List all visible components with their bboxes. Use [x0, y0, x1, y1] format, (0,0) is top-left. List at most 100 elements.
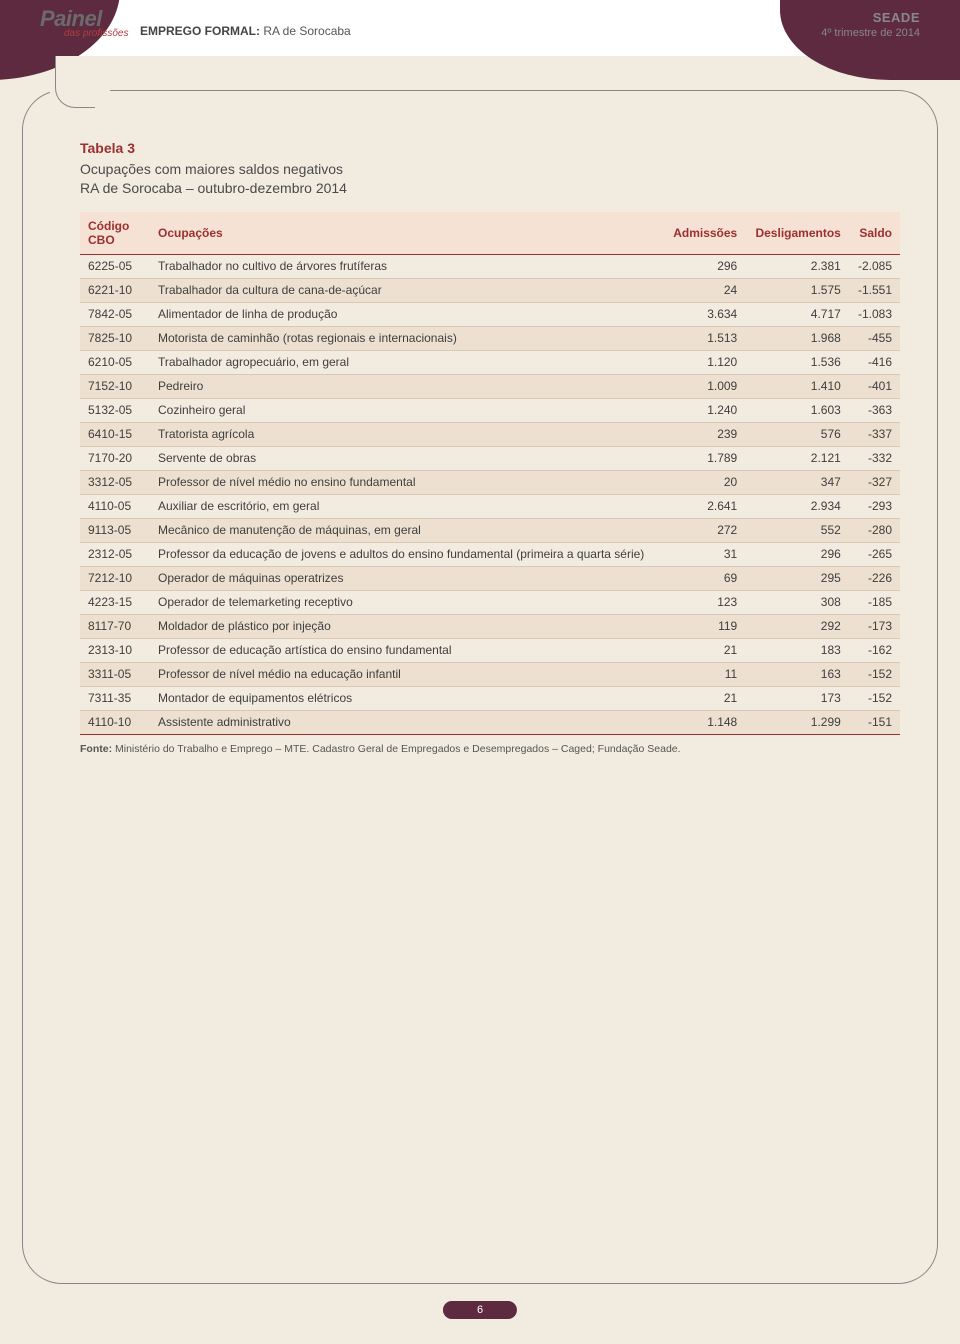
subtitle-line2: RA de Sorocaba – outubro-dezembro 2014 [80, 180, 347, 196]
col-saldo: Saldo [849, 212, 900, 255]
table-source: Fonte: Ministério do Trabalho e Emprego … [80, 743, 900, 755]
cell-admissoes: 1.240 [663, 398, 745, 422]
table-row: 2313-10Professor de educação artística d… [80, 638, 900, 662]
cell-saldo: -1.551 [849, 278, 900, 302]
table-row: 8117-70Moldador de plástico por injeção1… [80, 614, 900, 638]
cell-saldo: -162 [849, 638, 900, 662]
cell-saldo: -265 [849, 542, 900, 566]
cell-saldo: -293 [849, 494, 900, 518]
table-label: Tabela 3 [80, 140, 900, 156]
cell-admissoes: 31 [663, 542, 745, 566]
cell-codigo: 3312-05 [80, 470, 150, 494]
cell-codigo: 6225-05 [80, 254, 150, 278]
table-row: 4110-05Auxiliar de escritório, em geral2… [80, 494, 900, 518]
table-row: 6210-05Trabalhador agropecuário, em gera… [80, 350, 900, 374]
content-area: Tabela 3 Ocupações com maiores saldos ne… [80, 140, 900, 755]
fonte-label: Fonte: [80, 743, 112, 755]
cell-admissoes: 21 [663, 638, 745, 662]
col-codigo: Código CBO [80, 212, 150, 255]
cell-ocupacao: Trabalhador da cultura de cana-de-açúcar [150, 278, 663, 302]
frame-connector [55, 56, 95, 108]
cell-codigo: 3311-05 [80, 662, 150, 686]
table-row: 4110-10Assistente administrativo1.1481.2… [80, 710, 900, 734]
cell-saldo: -280 [849, 518, 900, 542]
cell-admissoes: 119 [663, 614, 745, 638]
table-row: 7311-35Montador de equipamentos elétrico… [80, 686, 900, 710]
table-row: 4223-15Operador de telemarketing recepti… [80, 590, 900, 614]
cell-desligamentos: 308 [745, 590, 849, 614]
cell-desligamentos: 1.536 [745, 350, 849, 374]
table-header-row: Código CBO Ocupações Admissões Desligame… [80, 212, 900, 255]
cell-desligamentos: 296 [745, 542, 849, 566]
cell-codigo: 6410-15 [80, 422, 150, 446]
cell-desligamentos: 2.121 [745, 446, 849, 470]
table-row: 7825-10Motorista de caminhão (rotas regi… [80, 326, 900, 350]
subtitle-line1: Ocupações com maiores saldos negativos [80, 161, 343, 177]
cell-admissoes: 3.634 [663, 302, 745, 326]
col-admissoes: Admissões [663, 212, 745, 255]
table-row: 6410-15Tratorista agrícola239576-337 [80, 422, 900, 446]
painel-subtitle: das profissões [64, 28, 128, 39]
cell-saldo: -2.085 [849, 254, 900, 278]
cell-codigo: 7152-10 [80, 374, 150, 398]
cell-saldo: -337 [849, 422, 900, 446]
cell-ocupacao: Motorista de caminhão (rotas regionais e… [150, 326, 663, 350]
cell-desligamentos: 347 [745, 470, 849, 494]
cell-codigo: 7842-05 [80, 302, 150, 326]
cell-desligamentos: 576 [745, 422, 849, 446]
cell-codigo: 7212-10 [80, 566, 150, 590]
cell-admissoes: 1.789 [663, 446, 745, 470]
cell-admissoes: 272 [663, 518, 745, 542]
cell-desligamentos: 183 [745, 638, 849, 662]
cell-desligamentos: 173 [745, 686, 849, 710]
cell-codigo: 4110-10 [80, 710, 150, 734]
table-row: 7170-20Servente de obras1.7892.121-332 [80, 446, 900, 470]
cell-desligamentos: 2.381 [745, 254, 849, 278]
cell-saldo: -185 [849, 590, 900, 614]
table-row: 9113-05Mecânico de manutenção de máquina… [80, 518, 900, 542]
cell-ocupacao: Auxiliar de escritório, em geral [150, 494, 663, 518]
cell-saldo: -332 [849, 446, 900, 470]
cell-saldo: -173 [849, 614, 900, 638]
cell-ocupacao: Cozinheiro geral [150, 398, 663, 422]
table-row: 6221-10Trabalhador da cultura de cana-de… [80, 278, 900, 302]
cell-desligamentos: 2.934 [745, 494, 849, 518]
cell-ocupacao: Alimentador de linha de produção [150, 302, 663, 326]
seade-block: SEADE 4º trimestre de 2014 [821, 10, 920, 39]
cell-admissoes: 2.641 [663, 494, 745, 518]
cell-saldo: -455 [849, 326, 900, 350]
cell-saldo: -401 [849, 374, 900, 398]
cell-ocupacao: Professor de educação artística do ensin… [150, 638, 663, 662]
table-row: 3311-05Professor de nível médio na educa… [80, 662, 900, 686]
cell-saldo: -152 [849, 686, 900, 710]
cell-desligamentos: 4.717 [745, 302, 849, 326]
cell-saldo: -1.083 [849, 302, 900, 326]
cell-desligamentos: 295 [745, 566, 849, 590]
cell-ocupacao: Trabalhador agropecuário, em geral [150, 350, 663, 374]
cell-desligamentos: 1.603 [745, 398, 849, 422]
table-row: 7212-10Operador de máquinas operatrizes6… [80, 566, 900, 590]
cell-ocupacao: Mecânico de manutenção de máquinas, em g… [150, 518, 663, 542]
cell-desligamentos: 1.410 [745, 374, 849, 398]
cell-ocupacao: Professor de nível médio no ensino funda… [150, 470, 663, 494]
cell-admissoes: 123 [663, 590, 745, 614]
col-ocupacoes: Ocupações [150, 212, 663, 255]
cell-ocupacao: Operador de máquinas operatrizes [150, 566, 663, 590]
cell-ocupacao: Tratorista agrícola [150, 422, 663, 446]
cell-codigo: 2313-10 [80, 638, 150, 662]
cell-codigo: 4223-15 [80, 590, 150, 614]
cell-admissoes: 1.009 [663, 374, 745, 398]
table-subtitle: Ocupações com maiores saldos negativos R… [80, 160, 900, 198]
cell-codigo: 6221-10 [80, 278, 150, 302]
cell-codigo: 7170-20 [80, 446, 150, 470]
cell-saldo: -416 [849, 350, 900, 374]
occupations-table: Código CBO Ocupações Admissões Desligame… [80, 212, 900, 735]
cell-ocupacao: Operador de telemarketing receptivo [150, 590, 663, 614]
cell-desligamentos: 163 [745, 662, 849, 686]
cell-desligamentos: 1.575 [745, 278, 849, 302]
cell-admissoes: 296 [663, 254, 745, 278]
cell-saldo: -151 [849, 710, 900, 734]
cell-admissoes: 24 [663, 278, 745, 302]
cell-admissoes: 239 [663, 422, 745, 446]
table-row: 7842-05Alimentador de linha de produção3… [80, 302, 900, 326]
